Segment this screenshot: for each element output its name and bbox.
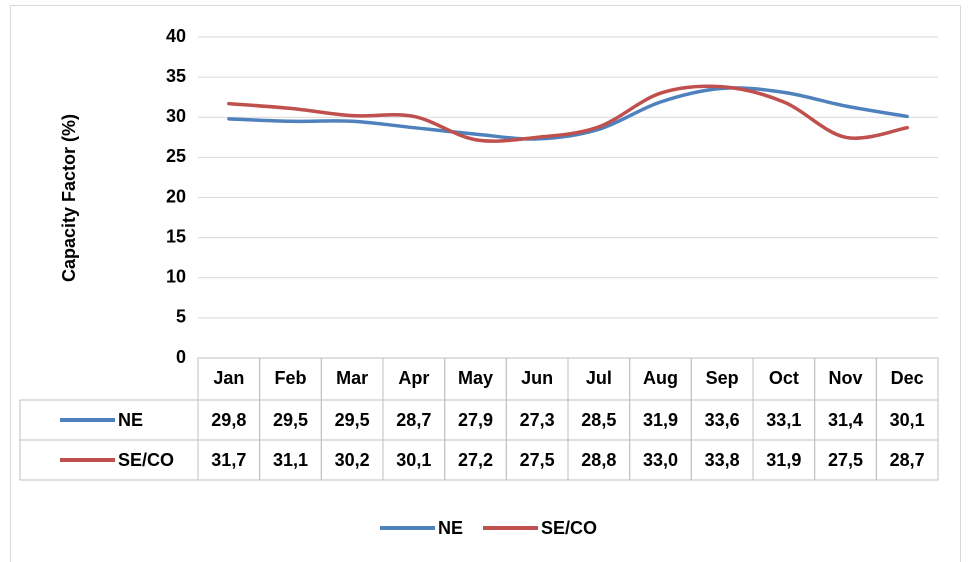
y-tick-label: 40 — [166, 26, 186, 46]
x-tick-label: Nov — [828, 368, 862, 388]
table-value: 27,5 — [520, 450, 555, 470]
table-value: 31,4 — [828, 410, 863, 430]
table-value: 28,7 — [890, 450, 925, 470]
x-tick-label: Jul — [586, 368, 612, 388]
table-row-label: SE/CO — [118, 450, 174, 470]
legend-label: NE — [438, 518, 463, 538]
y-tick-label: 30 — [166, 106, 186, 126]
chart-border — [10, 5, 961, 562]
x-tick-label: Jun — [521, 368, 553, 388]
y-tick-label: 0 — [176, 347, 186, 367]
y-tick-label: 5 — [176, 307, 186, 327]
table-value: 29,5 — [273, 410, 308, 430]
y-tick-label: 10 — [166, 267, 186, 287]
y-tick-label: 35 — [166, 66, 186, 86]
table-value: 27,5 — [828, 450, 863, 470]
x-tick-label: Oct — [769, 368, 799, 388]
table-value: 31,9 — [643, 410, 678, 430]
table-value: 30,1 — [890, 410, 925, 430]
table-value: 28,7 — [396, 410, 431, 430]
y-axis-label: Capacity Factor (%) — [59, 114, 79, 282]
y-tick-label: 15 — [166, 226, 186, 246]
x-tick-label: Feb — [274, 368, 306, 388]
table-cell — [875, 439, 939, 481]
table-value: 31,7 — [211, 450, 246, 470]
table-row-label: NE — [118, 410, 143, 430]
table-value: 27,9 — [458, 410, 493, 430]
table-value: 31,1 — [273, 450, 308, 470]
table-value: 28,8 — [581, 450, 616, 470]
table-value: 29,8 — [211, 410, 246, 430]
x-tick-label: Jan — [213, 368, 244, 388]
x-tick-label: Aug — [643, 368, 678, 388]
table-value: 29,5 — [335, 410, 370, 430]
x-tick-label: Apr — [398, 368, 429, 388]
series-line — [227, 84, 909, 143]
table-value: 28,5 — [581, 410, 616, 430]
table-value: 33,6 — [705, 410, 740, 430]
x-tick-label: Dec — [891, 368, 924, 388]
table-value: 30,2 — [335, 450, 370, 470]
y-tick-label: 20 — [166, 186, 186, 206]
series-line — [227, 86, 909, 141]
table-value: 31,9 — [766, 450, 801, 470]
table-value: 27,3 — [520, 410, 555, 430]
legend-label: SE/CO — [541, 518, 597, 538]
table-value: 33,8 — [705, 450, 740, 470]
x-tick-label: Mar — [336, 368, 368, 388]
table-value: 27,2 — [458, 450, 493, 470]
table-value: 30,1 — [396, 450, 431, 470]
y-tick-label: 25 — [166, 146, 186, 166]
x-tick-label: Sep — [706, 368, 739, 388]
table-value: 33,1 — [766, 410, 801, 430]
x-tick-label: May — [458, 368, 493, 388]
table-value: 33,0 — [643, 450, 678, 470]
